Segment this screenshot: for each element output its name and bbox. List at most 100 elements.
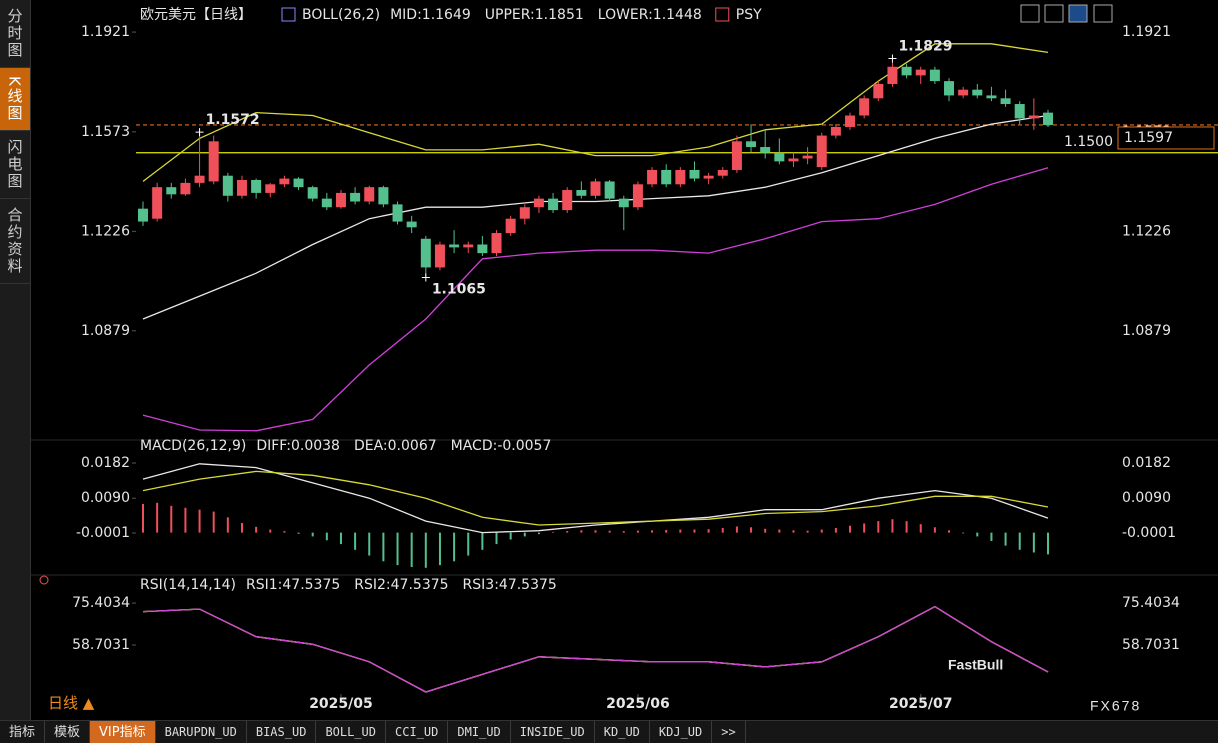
y-tick-label: 58.7031 <box>72 637 130 653</box>
series-line <box>142 463 1049 534</box>
header-label: RSI3:47.5375 <box>463 577 557 593</box>
icon[interactable] <box>1068 4 1088 23</box>
sidebar-tab[interactable]: K线图 <box>0 68 30 131</box>
toolbar-tab[interactable]: BARUPDN_UD <box>156 721 247 743</box>
toolbar-tab[interactable]: VIP指标 <box>90 721 156 743</box>
sidebar: 分时图 K线图 闪电图 合约资料 <box>0 0 31 720</box>
toolbar-tab[interactable]: BIAS_UD <box>247 721 317 743</box>
candle-body <box>307 187 318 199</box>
candle-body <box>788 158 799 162</box>
series-line <box>142 43 1049 182</box>
period-button[interactable]: 日线 ▲ <box>48 694 95 712</box>
candle-body <box>590 181 601 196</box>
toolbar-tab[interactable]: >> <box>712 721 746 743</box>
series-line <box>142 605 1049 693</box>
series-line <box>142 167 1049 432</box>
candle-body <box>194 175 205 183</box>
candle-body <box>802 155 813 159</box>
y-tick-label: 75.4034 <box>72 595 130 611</box>
candle-body <box>406 221 417 228</box>
sidebar-tab[interactable]: 闪电图 <box>0 131 30 199</box>
series-line <box>142 114 1049 320</box>
sidebar-tab[interactable]: 分时图 <box>0 0 30 68</box>
x-tick-label: 2025/06 <box>606 696 670 712</box>
series-line <box>142 605 1049 693</box>
candle-body <box>816 135 827 168</box>
candle-body <box>1014 104 1025 119</box>
candle-body <box>350 192 361 202</box>
candle-body <box>434 244 445 268</box>
candle-body <box>901 66 912 76</box>
toolbar-tab[interactable]: DMI_UD <box>448 721 511 743</box>
header-icon <box>715 7 730 22</box>
icon[interactable] <box>1044 4 1064 23</box>
header-label: DIFF:0.0038 <box>256 438 340 454</box>
toolbar-tab[interactable]: 模板 <box>45 721 91 743</box>
header-label: UPPER:1.1851 <box>485 7 584 23</box>
candle-body <box>519 207 530 219</box>
toolbar-tab[interactable]: CCI_UD <box>386 721 449 743</box>
extreme-marker <box>888 54 897 63</box>
header-label: BOLL(26,2) <box>302 7 380 23</box>
y-tick-label: 1.1921 <box>81 24 130 40</box>
toolbar-tab[interactable]: KDJ_UD <box>650 721 713 743</box>
candle-body <box>1000 98 1011 105</box>
candle-body <box>449 244 460 248</box>
chart: 1.08791.08791.12261.12261.15731.15731.19… <box>30 4 1218 714</box>
candle-body <box>236 180 247 196</box>
header-label: RSI(14,14,14) <box>140 577 236 593</box>
price-box-label: 1.1597 <box>1124 130 1173 146</box>
candle-body <box>265 184 276 193</box>
candle-body <box>576 190 587 196</box>
candle-body <box>477 244 488 254</box>
toolbar-tab[interactable]: BOLL_UD <box>316 721 387 743</box>
candle-body <box>279 178 290 185</box>
candle-body <box>505 218 516 234</box>
icon[interactable] <box>1020 4 1040 23</box>
candle-body <box>1028 115 1039 119</box>
candle-body <box>972 89 983 96</box>
candle-body <box>647 169 658 185</box>
extreme-label: 1.1572 <box>206 112 260 128</box>
candle-body <box>166 187 177 195</box>
candle-body <box>915 69 926 76</box>
toolbar-tab[interactable]: 指标 <box>0 721 46 743</box>
toolbar-tab[interactable]: INSIDE_UD <box>511 721 595 743</box>
candle-body <box>774 152 785 162</box>
candle-body <box>321 198 332 208</box>
candle-body <box>138 208 148 222</box>
toolbar-icons[interactable] <box>1020 4 1113 23</box>
candle-body <box>335 192 346 208</box>
candle-body <box>208 141 219 182</box>
candle-body <box>731 141 742 170</box>
header-label: MACD:-0.0057 <box>451 438 552 454</box>
toolbar-tab[interactable]: KD_UD <box>595 721 650 743</box>
candle-body <box>533 198 544 208</box>
candle-body <box>887 66 898 84</box>
candle-body <box>675 169 686 185</box>
candle-body <box>929 69 940 82</box>
price-box <box>1117 126 1215 150</box>
extreme-label: 1.1829 <box>898 38 952 54</box>
candle-body <box>845 115 856 127</box>
settings-icon[interactable] <box>39 575 49 585</box>
y-tick-label-right: 75.4034 <box>1122 595 1180 611</box>
y-tick-label: 1.0879 <box>81 323 130 339</box>
sidebar-tab[interactable]: 合约资料 <box>0 199 30 284</box>
y-tick-label-right: 0.0090 <box>1122 490 1171 506</box>
header-label: DEA:0.0067 <box>354 438 437 454</box>
candle-body <box>703 175 714 179</box>
candle-body <box>717 169 728 176</box>
candle-body <box>1043 112 1053 125</box>
y-tick-label-right: 0.0182 <box>1122 455 1171 471</box>
candle-body <box>760 147 771 153</box>
icon[interactable] <box>1093 4 1113 23</box>
series-line <box>142 605 1049 693</box>
candle-body <box>986 95 997 99</box>
header-icon <box>281 7 296 22</box>
header-label: PSY <box>736 7 762 23</box>
candle-body <box>562 190 573 211</box>
y-tick-label: 1.1573 <box>81 124 130 140</box>
y-tick-label: 0.0090 <box>81 490 130 506</box>
